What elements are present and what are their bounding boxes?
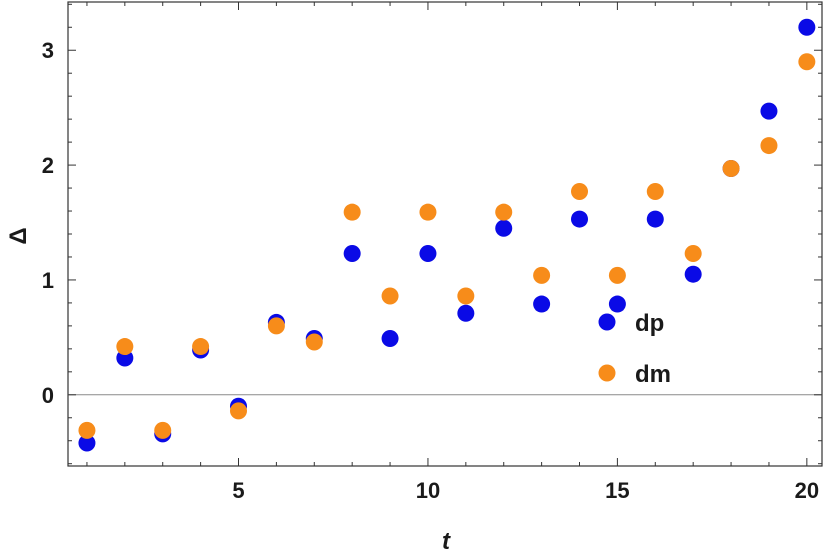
data-point-dm bbox=[192, 338, 210, 356]
data-point-dm bbox=[608, 266, 626, 284]
data-point-dp bbox=[646, 210, 664, 228]
data-point-dm bbox=[419, 203, 437, 221]
data-point-dp bbox=[495, 219, 513, 237]
y-tick-label: 0 bbox=[42, 383, 54, 408]
data-point-dm bbox=[267, 317, 285, 335]
data-point-dm bbox=[798, 53, 816, 71]
legend-marker-dm bbox=[598, 364, 616, 382]
data-point-dm bbox=[230, 402, 248, 420]
y-tick-label: 2 bbox=[42, 153, 54, 178]
axis-ticks: 0 1 2 3 5 10 15 20 bbox=[42, 2, 822, 503]
plot-border bbox=[67, 1, 823, 467]
data-point-dm bbox=[78, 421, 96, 439]
data-point-dm bbox=[495, 203, 513, 221]
y-axis-label: Δ bbox=[5, 227, 32, 244]
data-point-dm bbox=[116, 338, 134, 356]
data-point-dm bbox=[684, 245, 702, 263]
data-point-dm bbox=[646, 183, 664, 201]
data-point-dp bbox=[798, 18, 816, 36]
data-point-dp bbox=[78, 434, 96, 452]
x-tick-label: 15 bbox=[605, 478, 629, 503]
data-points bbox=[78, 18, 816, 452]
y-tick-label: 3 bbox=[42, 38, 54, 63]
x-tick-label: 10 bbox=[416, 478, 440, 503]
plot-frame bbox=[67, 1, 823, 467]
data-point-dp bbox=[419, 245, 437, 263]
data-point-dp bbox=[457, 304, 475, 322]
data-point-dm bbox=[305, 333, 323, 351]
legend-label-dp: dp bbox=[635, 310, 664, 337]
axis-labels: t Δ bbox=[5, 227, 451, 555]
data-point-dm bbox=[760, 137, 778, 155]
data-point-dp bbox=[684, 265, 702, 283]
y-tick-label: 1 bbox=[42, 268, 54, 293]
data-point-dm bbox=[381, 287, 399, 305]
legend-marker-dp bbox=[598, 313, 616, 331]
data-point-dp bbox=[608, 295, 626, 313]
data-point-dm bbox=[571, 183, 589, 201]
data-point-dm bbox=[722, 160, 740, 178]
data-point-dp bbox=[343, 245, 361, 263]
x-tick-label: 5 bbox=[232, 478, 244, 503]
data-point-dm bbox=[154, 421, 172, 439]
legend-label-dm: dm bbox=[635, 361, 671, 388]
data-point-dm bbox=[533, 266, 551, 284]
x-tick-label: 20 bbox=[795, 478, 819, 503]
x-axis-label: t bbox=[442, 528, 451, 555]
data-point-dp bbox=[381, 330, 399, 348]
data-point-dp bbox=[533, 295, 551, 313]
legend: dp dm bbox=[598, 310, 671, 388]
data-point-dm bbox=[343, 203, 361, 221]
data-point-dp bbox=[571, 210, 589, 228]
data-point-dp bbox=[760, 102, 778, 120]
data-point-dm bbox=[457, 287, 475, 305]
